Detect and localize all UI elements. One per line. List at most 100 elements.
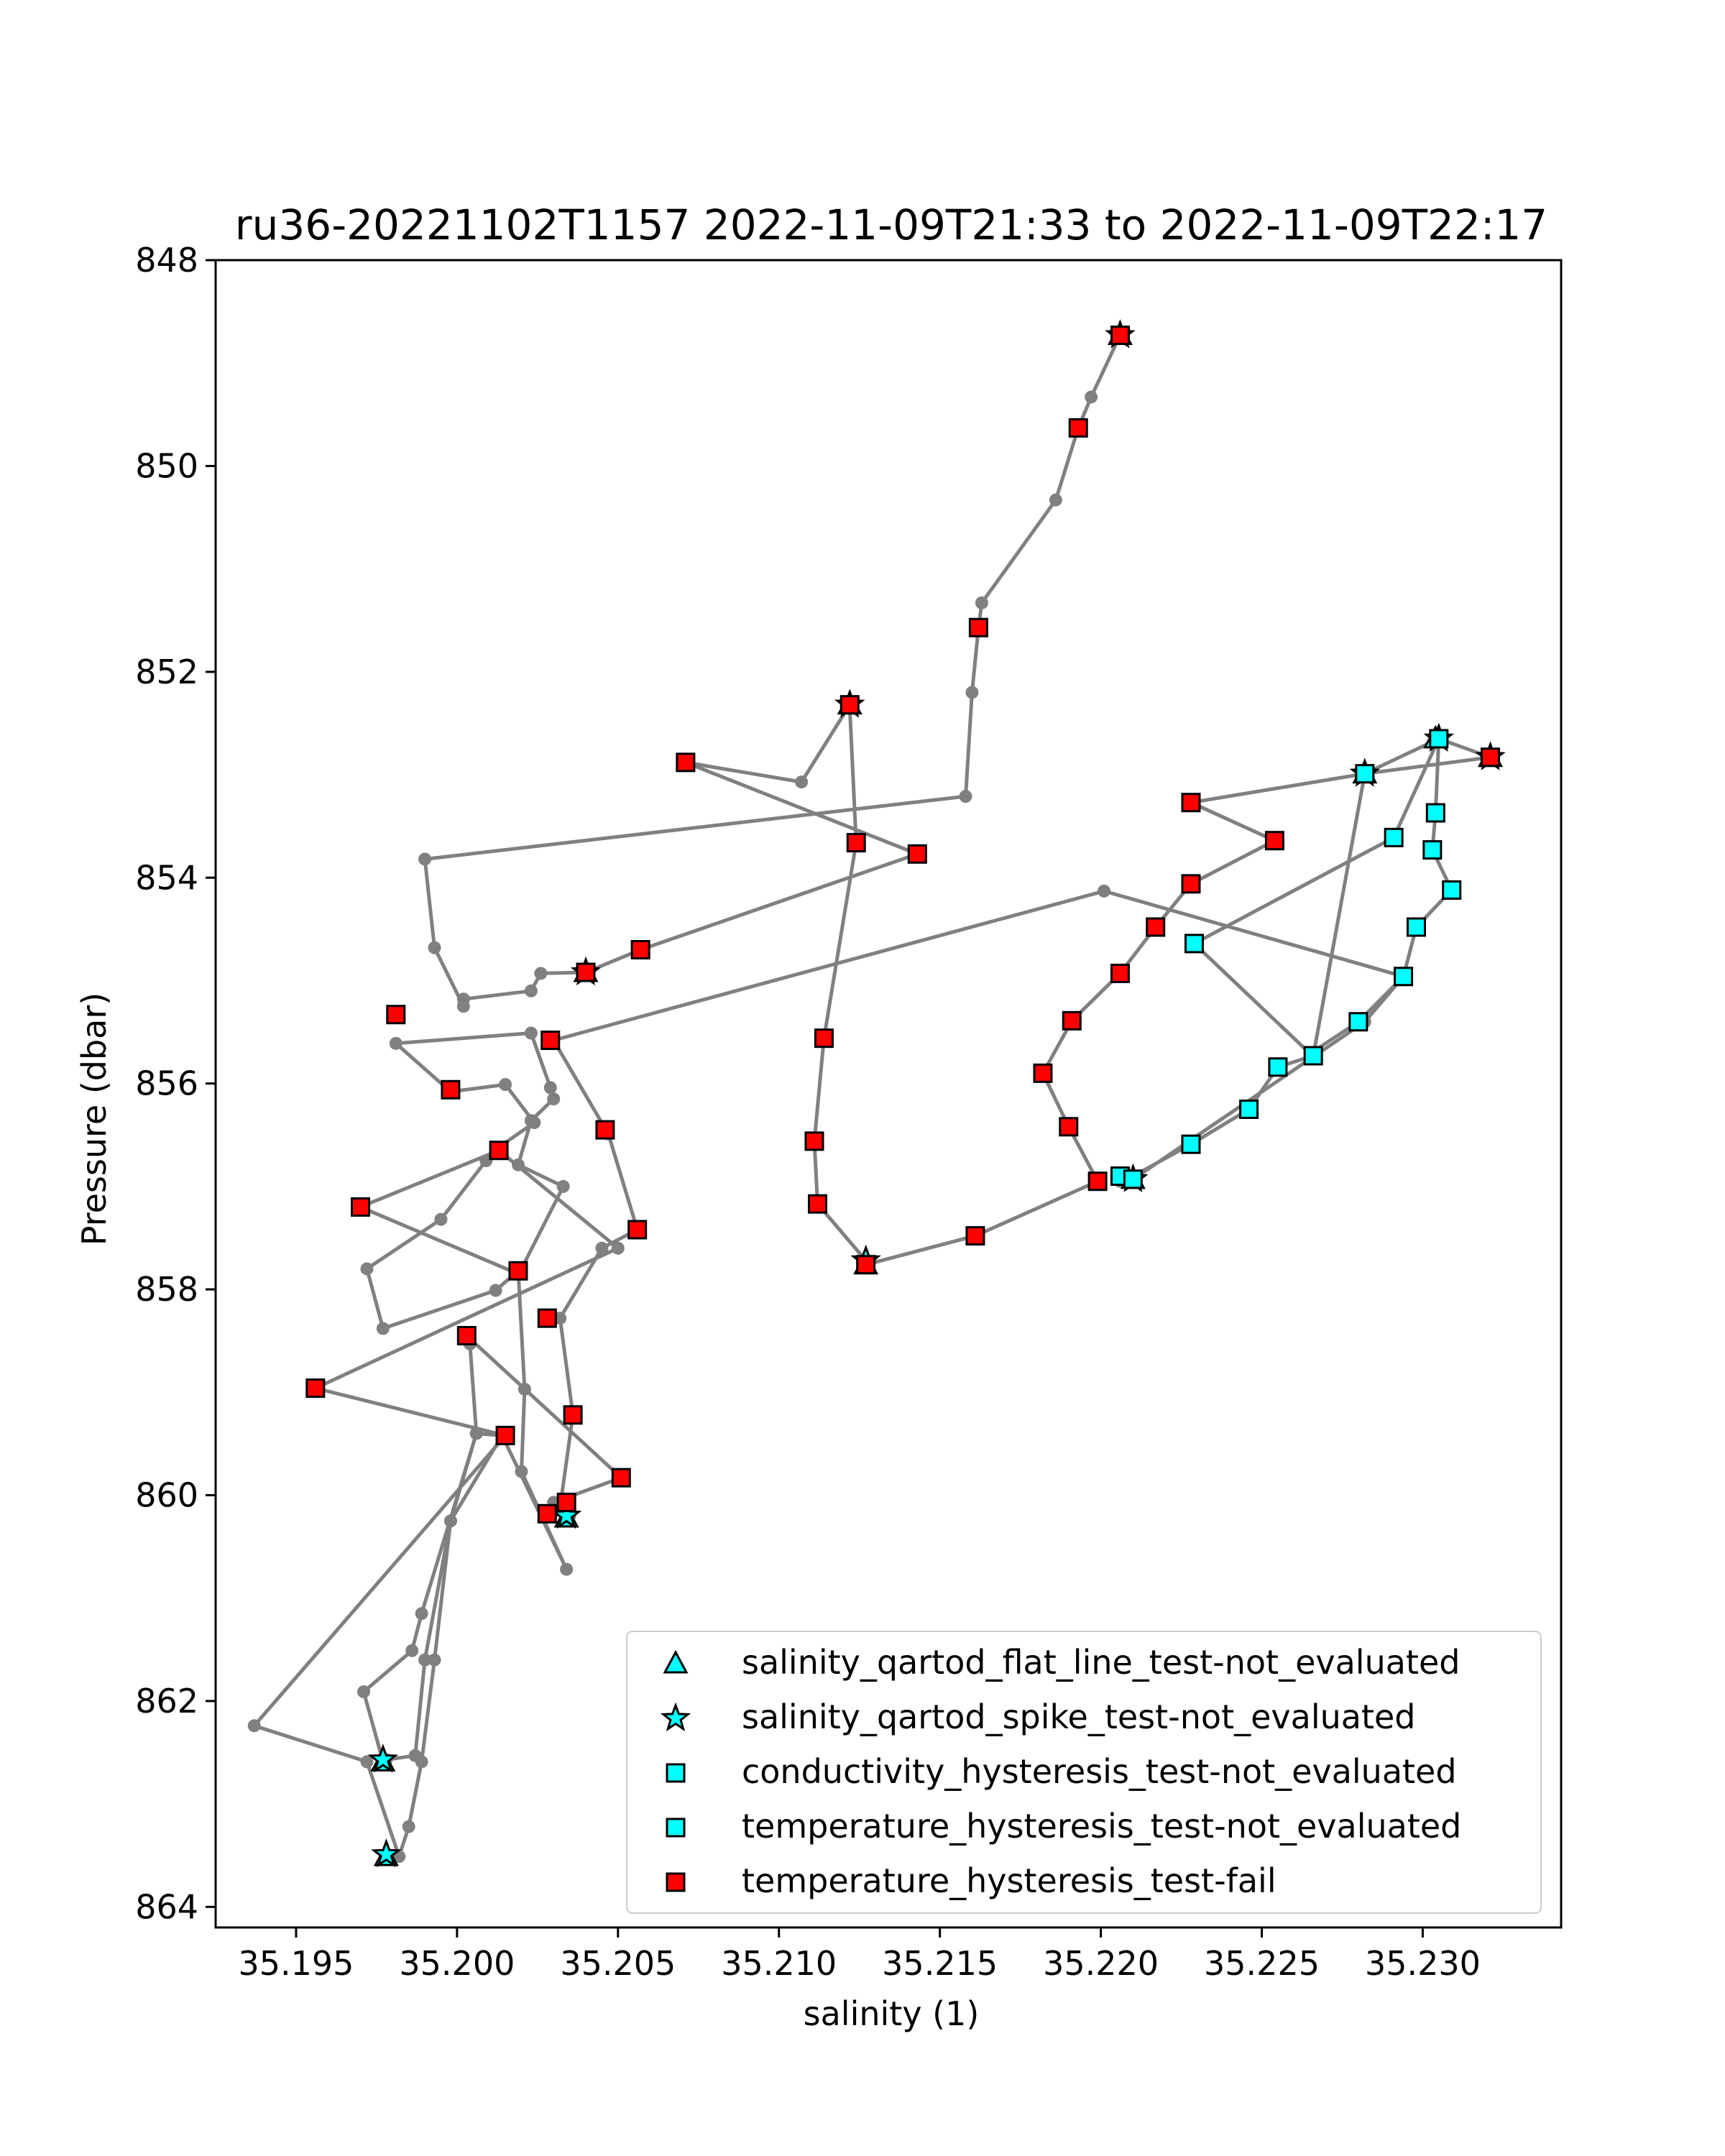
trace-point [547,1092,561,1106]
data-marker-square [1184,934,1204,954]
data-marker-square [1110,963,1130,983]
data-marker-square [814,1028,834,1049]
trace-point [965,686,979,699]
trace-point [469,1427,483,1440]
y-tick-label: 858 [135,1270,198,1309]
trace-point [499,1078,512,1092]
trace-point [795,775,809,789]
data-marker-square [1384,827,1404,847]
trace-point [428,1653,441,1667]
data-marker-square [1059,1117,1079,1137]
trace-point [595,1241,609,1255]
data-marker-square [846,833,866,853]
data-marker-square [1429,729,1449,749]
data-marker-square [508,1261,528,1281]
trace-point [524,1026,538,1040]
x-axis-label: salinity (1) [804,1994,980,2033]
data-marker-square [556,1493,576,1513]
data-marker-square [1348,1012,1368,1032]
y-axis: 848 850 852 854 856 858 860 862 864 [135,241,216,1926]
trace-point [524,984,538,998]
data-marker-square [351,1197,371,1217]
trace-point [418,852,432,866]
x-tick-label: 35.210 [721,1944,837,1983]
data-marker-square [576,962,596,982]
trace-point [443,1514,457,1528]
data-marker-square [1480,747,1500,768]
y-tick-label: 854 [135,858,198,897]
data-marker-square [630,940,650,960]
y-tick-label: 848 [135,241,198,280]
data-marker-square [1442,880,1462,900]
y-tick-label: 850 [135,446,198,485]
trace-point [415,1755,428,1769]
data-marker-square [540,1031,561,1051]
legend-marker-square [666,1872,686,1892]
data-marker-square [965,1226,985,1246]
trace-point [389,1036,402,1050]
trace-point [247,1719,261,1733]
x-tick-label: 35.195 [238,1944,354,1983]
plot-area [247,319,1506,1868]
data-marker-square [1406,917,1426,937]
x-axis: 35.195 35.200 35.205 35.210 35.215 35.220 35.2… [238,1927,1481,1983]
data-marker-square [537,1503,557,1524]
y-tick-label: 852 [135,653,198,691]
data-marker-square [441,1079,461,1100]
data-marker-square [856,1255,876,1275]
data-marker-square [537,1308,557,1328]
data-marker-square [840,695,860,715]
data-marker-square [563,1405,583,1425]
trace-point [515,1465,528,1478]
data-marker-square [1062,1010,1082,1031]
x-tick-label: 35.205 [560,1944,676,1983]
trace-point [418,1653,432,1667]
data-marker-square [1268,1057,1288,1077]
data-marker-square [611,1468,631,1488]
trace-point [405,1644,419,1657]
data-marker-square [804,1131,824,1151]
trace-point [456,992,470,1006]
legend-marker-square [666,1818,686,1838]
x-tick-label: 35.200 [399,1944,515,1983]
data-marker-square [489,1141,509,1161]
legend-box [626,1631,1542,1914]
trace-point [415,1607,428,1621]
data-marker-square [1181,874,1201,894]
legend-marker-square [666,1763,686,1783]
data-marker-square [1355,764,1375,784]
trace-point [360,1755,374,1769]
data-marker-square [495,1425,515,1445]
trace-point [1049,493,1062,507]
data-marker-square [1033,1063,1053,1083]
axes-frame [214,259,1563,1929]
data-marker-square [1422,840,1443,860]
trace-point [959,790,972,803]
trace-point [543,1081,557,1095]
y-tick-label: 856 [135,1064,198,1103]
data-marker-star [371,1838,402,1868]
chart-title: ru36-20221102T1157 2022-11-09T21:33 to 2… [235,201,1547,249]
data-marker-square [907,844,927,864]
trace-point [534,967,548,980]
data-marker-square [968,617,988,637]
trace-point [357,1685,371,1699]
x-tick-label: 35.220 [1043,1944,1159,1983]
trace-point [402,1820,415,1833]
legend-label: conductivity_hysteresis_test-not_evaluat… [742,1752,1457,1791]
data-marker-star [367,1743,399,1773]
data-marker-square [1303,1046,1323,1066]
data-marker-square [456,1326,477,1346]
trace-point [524,1114,538,1128]
data-marker-square [1394,967,1414,987]
data-marker-square [1239,1099,1259,1119]
trace-point [518,1383,531,1396]
trace-point [489,1284,502,1297]
trace-point [428,941,441,954]
legend-label: salinity_qartod_spike_test-not_evaluated [742,1697,1415,1736]
data-marker-square [1087,1171,1108,1192]
data-marker-square [386,1005,406,1025]
legend-label: temperature_hysteresis_test-not_evaluate… [742,1807,1461,1846]
data-marker-square [1110,326,1130,346]
trace-point [360,1262,374,1276]
